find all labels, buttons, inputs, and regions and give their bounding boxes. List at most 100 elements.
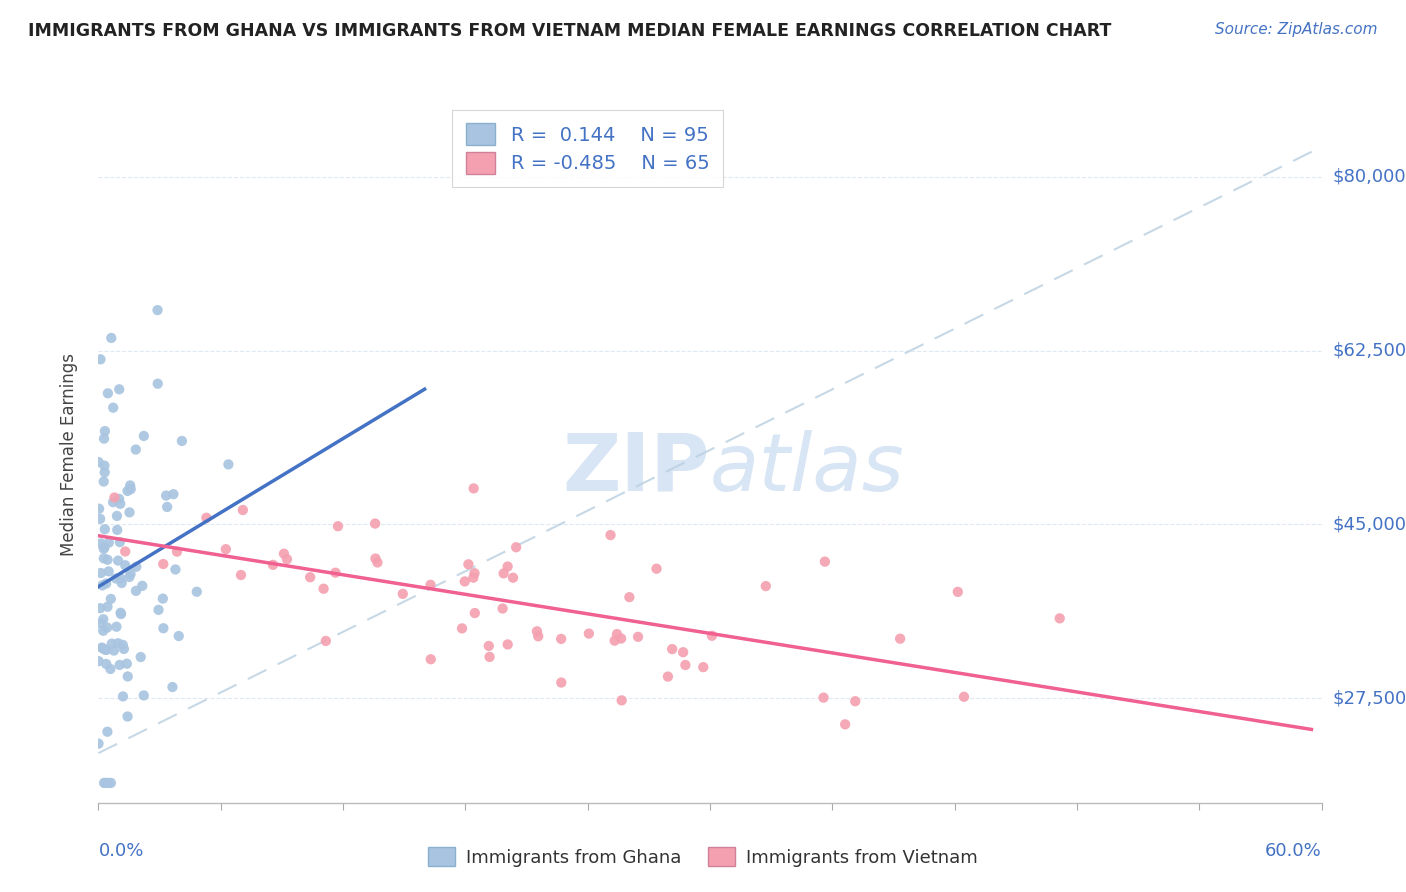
Point (550, 675, 572, 690)
Point (148, 603, 170, 617)
Point (100, 776, 122, 790)
Point (165, 562, 187, 576)
Point (101, 637, 124, 651)
Point (578, 626, 600, 640)
Point (325, 566, 347, 580)
Point (100, 331, 122, 345)
Point (93, 432, 115, 446)
Text: ZIP: ZIP (562, 430, 710, 508)
Point (156, 500, 179, 514)
Point (94, 424, 117, 438)
Point (391, 587, 413, 601)
Point (526, 624, 548, 639)
Point (463, 566, 485, 581)
Point (105, 508, 128, 523)
Point (94, 776, 117, 790)
Point (889, 632, 911, 646)
Point (107, 636, 129, 650)
Point (496, 637, 519, 651)
Point (755, 579, 778, 593)
Point (87, 737, 110, 751)
Point (120, 567, 142, 582)
Point (97, 776, 120, 790)
Point (120, 478, 142, 492)
Point (299, 570, 322, 584)
Point (110, 607, 132, 621)
Point (93, 475, 115, 489)
Point (117, 709, 139, 723)
Point (599, 528, 621, 542)
Y-axis label: Median Female Earnings: Median Female Earnings (59, 353, 77, 557)
Point (111, 576, 134, 591)
Point (96, 599, 118, 614)
Point (105, 572, 128, 586)
Point (661, 642, 683, 657)
Point (953, 690, 976, 704)
Point (657, 670, 679, 684)
Text: Source: ZipAtlas.com: Source: ZipAtlas.com (1215, 22, 1378, 37)
Point (162, 680, 184, 694)
Text: $62,500: $62,500 (1333, 342, 1406, 359)
Point (946, 585, 969, 599)
Point (131, 579, 153, 593)
Point (478, 649, 501, 664)
Point (146, 376, 169, 391)
Point (457, 558, 479, 572)
Point (91, 578, 114, 592)
Point (120, 482, 142, 496)
Legend: Immigrants from Ghana, Immigrants from Vietnam: Immigrants from Ghana, Immigrants from V… (420, 840, 986, 874)
Point (105, 620, 128, 634)
Point (101, 495, 124, 509)
Point (90, 536, 112, 550)
Point (110, 606, 132, 620)
Point (90, 640, 112, 655)
Point (276, 552, 298, 566)
Text: $27,500: $27,500 (1333, 690, 1406, 707)
Point (215, 542, 238, 557)
Legend: R =  0.144    N = 95, R = -0.485    N = 65: R = 0.144 N = 95, R = -0.485 N = 65 (453, 110, 723, 187)
Point (496, 559, 519, 574)
Point (103, 401, 125, 415)
Point (108, 491, 131, 506)
Text: $80,000: $80,000 (1333, 168, 1406, 186)
Point (108, 535, 131, 549)
Point (610, 693, 633, 707)
Point (692, 660, 714, 674)
Point (91, 612, 114, 626)
Point (114, 558, 136, 573)
Point (326, 519, 349, 533)
Point (118, 505, 141, 519)
Point (103, 643, 125, 657)
Point (117, 483, 139, 498)
Point (166, 544, 188, 558)
Point (603, 633, 626, 648)
Text: $45,000: $45,000 (1333, 516, 1406, 533)
Point (87, 654, 110, 668)
Point (96, 621, 118, 635)
Text: 60.0%: 60.0% (1265, 842, 1322, 860)
Point (262, 558, 284, 572)
Point (152, 591, 174, 606)
Point (1049, 611, 1071, 625)
Point (129, 650, 152, 665)
Point (117, 669, 139, 683)
Point (93, 776, 115, 790)
Point (94, 642, 117, 657)
Point (217, 458, 239, 472)
Point (97, 565, 120, 579)
Point (97, 535, 120, 549)
Point (419, 578, 441, 592)
Point (93, 551, 115, 566)
Point (419, 652, 441, 666)
Point (94, 522, 117, 536)
Point (312, 582, 335, 596)
Point (152, 621, 174, 635)
Point (107, 553, 129, 567)
Point (273, 547, 295, 561)
Point (451, 621, 474, 635)
Point (186, 584, 208, 599)
Point (673, 658, 696, 673)
Point (89, 601, 111, 615)
Point (87, 501, 110, 516)
Point (89, 352, 111, 367)
